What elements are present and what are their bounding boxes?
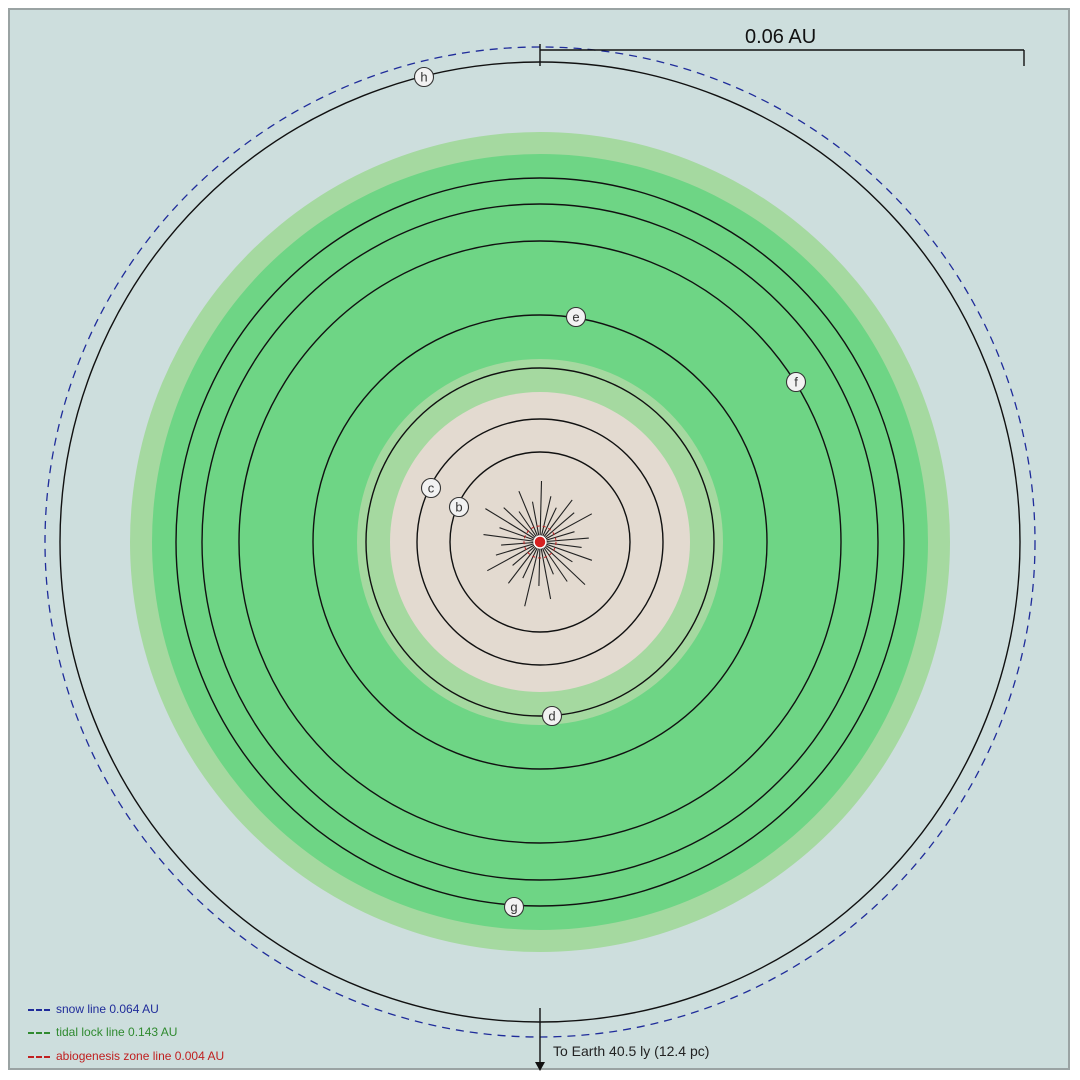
star-ray	[539, 496, 552, 543]
scale-bar	[539, 44, 1025, 66]
legend-snow-line: snow line 0.064 AU	[28, 1002, 159, 1016]
star-ray	[485, 508, 541, 543]
planet-f-label: f	[794, 375, 798, 390]
star-ray	[495, 541, 541, 556]
planet-e: e	[565, 306, 587, 328]
star-ray	[539, 480, 543, 543]
planet-b: b	[448, 496, 470, 518]
legend-abio-swatch	[28, 1055, 50, 1058]
star-ray	[483, 534, 541, 543]
orbit-b	[449, 451, 631, 633]
legend-tidal-swatch	[28, 1031, 50, 1034]
planet-g-label: g	[510, 900, 517, 915]
abiogenesis-zone-line	[523, 525, 557, 559]
star-ray	[503, 507, 541, 543]
star-ray	[539, 512, 575, 543]
star-ray	[538, 541, 541, 587]
orbit-f	[238, 240, 842, 844]
planet-f: f	[785, 371, 807, 393]
planet-e-label: e	[572, 310, 579, 325]
earth-direction-label: To Earth 40.5 ly (12.4 pc)	[553, 1043, 710, 1059]
star-ray	[507, 541, 541, 584]
star-ray	[539, 541, 552, 600]
orbit-e	[312, 314, 768, 770]
star-ray	[539, 541, 586, 585]
orbit-g	[175, 177, 905, 907]
orbit-d	[365, 367, 715, 717]
orbit-c	[416, 418, 664, 666]
star-ray	[539, 513, 593, 543]
legend-tidal-text: tidal lock line 0.143 AU	[56, 1025, 178, 1039]
star-ray	[539, 541, 582, 548]
star-ray	[539, 541, 568, 582]
star	[533, 535, 547, 549]
star-ray	[524, 541, 541, 607]
legend-snow-text: snow line 0.064 AU	[56, 1002, 159, 1016]
planet-c: c	[420, 477, 442, 499]
planet-d: d	[541, 705, 563, 727]
legend-abiogenesis-line: abiogenesis zone line 0.004 AU	[28, 1049, 224, 1063]
star-ray	[539, 499, 573, 543]
planet-b-label: b	[455, 500, 462, 515]
planet-d-label: d	[548, 709, 555, 724]
star-ray	[539, 541, 593, 561]
legend-snow-swatch	[28, 1008, 50, 1011]
star-ray	[487, 541, 541, 572]
star-ray	[531, 501, 541, 543]
planet-h: h	[413, 66, 435, 88]
star-ray	[518, 490, 541, 543]
legend-tidal-lock-line: tidal lock line 0.143 AU	[28, 1025, 177, 1039]
planet-h-label: h	[420, 70, 427, 85]
legend-abio-text: abiogenesis zone line 0.004 AU	[56, 1049, 225, 1063]
star-ray	[539, 537, 589, 543]
star-ray	[499, 527, 541, 543]
scale-label: 0.06 AU	[745, 26, 817, 48]
earth-direction-arrow	[535, 1008, 545, 1071]
orbit-hz-boundary	[201, 203, 879, 881]
planet-c-label: c	[428, 481, 435, 496]
planet-g: g	[503, 896, 525, 918]
